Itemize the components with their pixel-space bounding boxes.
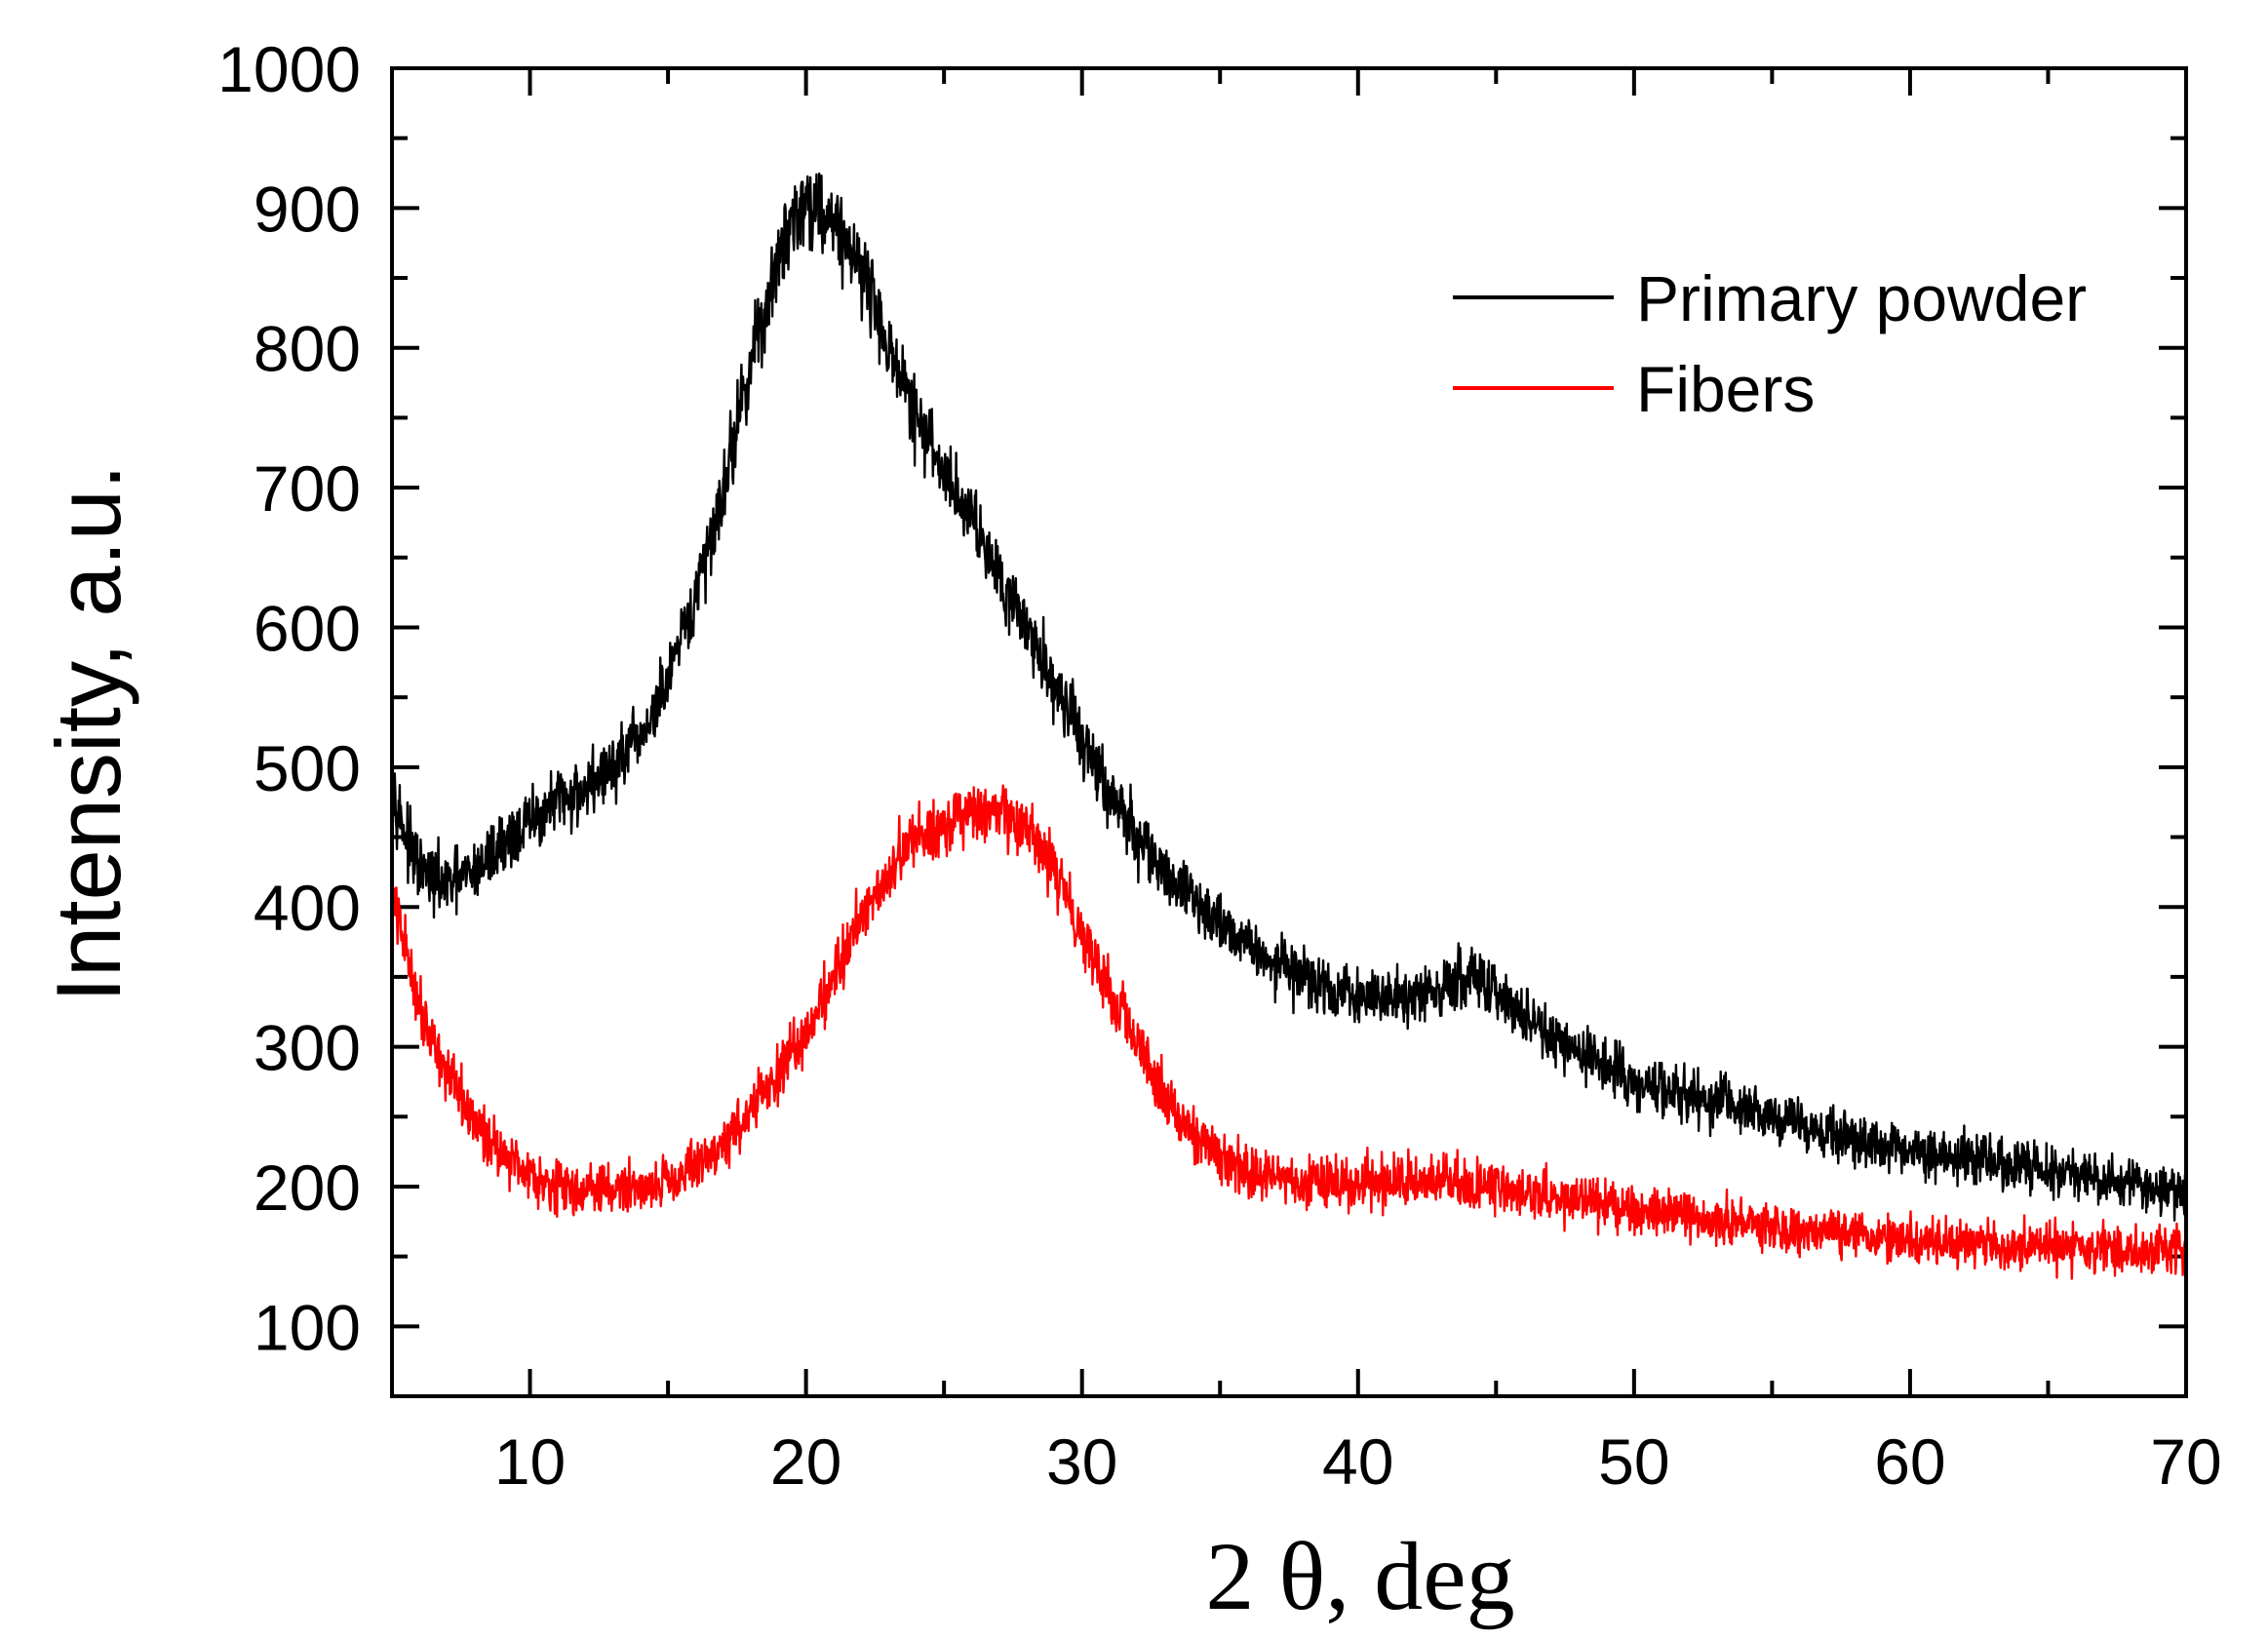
legend-label-primary-powder: Primary powder	[1636, 262, 2087, 334]
y-tick-label: 100	[254, 1291, 361, 1363]
x-tick-label: 40	[1322, 1425, 1393, 1498]
legend-label-fibers: Fibers	[1636, 353, 1815, 425]
y-tick-label: 1000	[217, 33, 361, 105]
series-layer	[390, 172, 2188, 1280]
y-tick-label: 600	[254, 592, 361, 664]
x-tick-label: 70	[2150, 1425, 2221, 1498]
y-tick-label: 500	[254, 732, 361, 804]
series-line-fibers	[390, 784, 2188, 1280]
y-tick-label: 300	[254, 1012, 361, 1084]
y-tick-label: 900	[254, 173, 361, 245]
x-tick-label: 20	[770, 1425, 841, 1498]
legend: Primary powder Fibers	[1453, 262, 2087, 425]
y-tick-label: 200	[254, 1152, 361, 1224]
series-line-primary-powder	[390, 172, 2188, 1222]
x-tick-label: 60	[1874, 1425, 1945, 1498]
y-axis-label: Intensity, a.u.	[37, 464, 139, 1002]
y-tick-label: 400	[254, 872, 361, 944]
x-tick-label: 50	[1598, 1425, 1669, 1498]
tick-labels: 10 20 30 40 50 60 70 100 200 300 400 500 600 700 800 90…	[217, 33, 2222, 1498]
x-tick-label: 30	[1046, 1425, 1117, 1498]
y-tick-label: 800	[254, 313, 361, 385]
axis-ticks	[392, 66, 2188, 1396]
x-axis-label: 2 θ, deg	[1205, 1522, 1514, 1630]
x-tick-label: 10	[494, 1425, 566, 1498]
y-tick-label: 700	[254, 452, 361, 525]
plot-area-frame	[390, 66, 2188, 1398]
